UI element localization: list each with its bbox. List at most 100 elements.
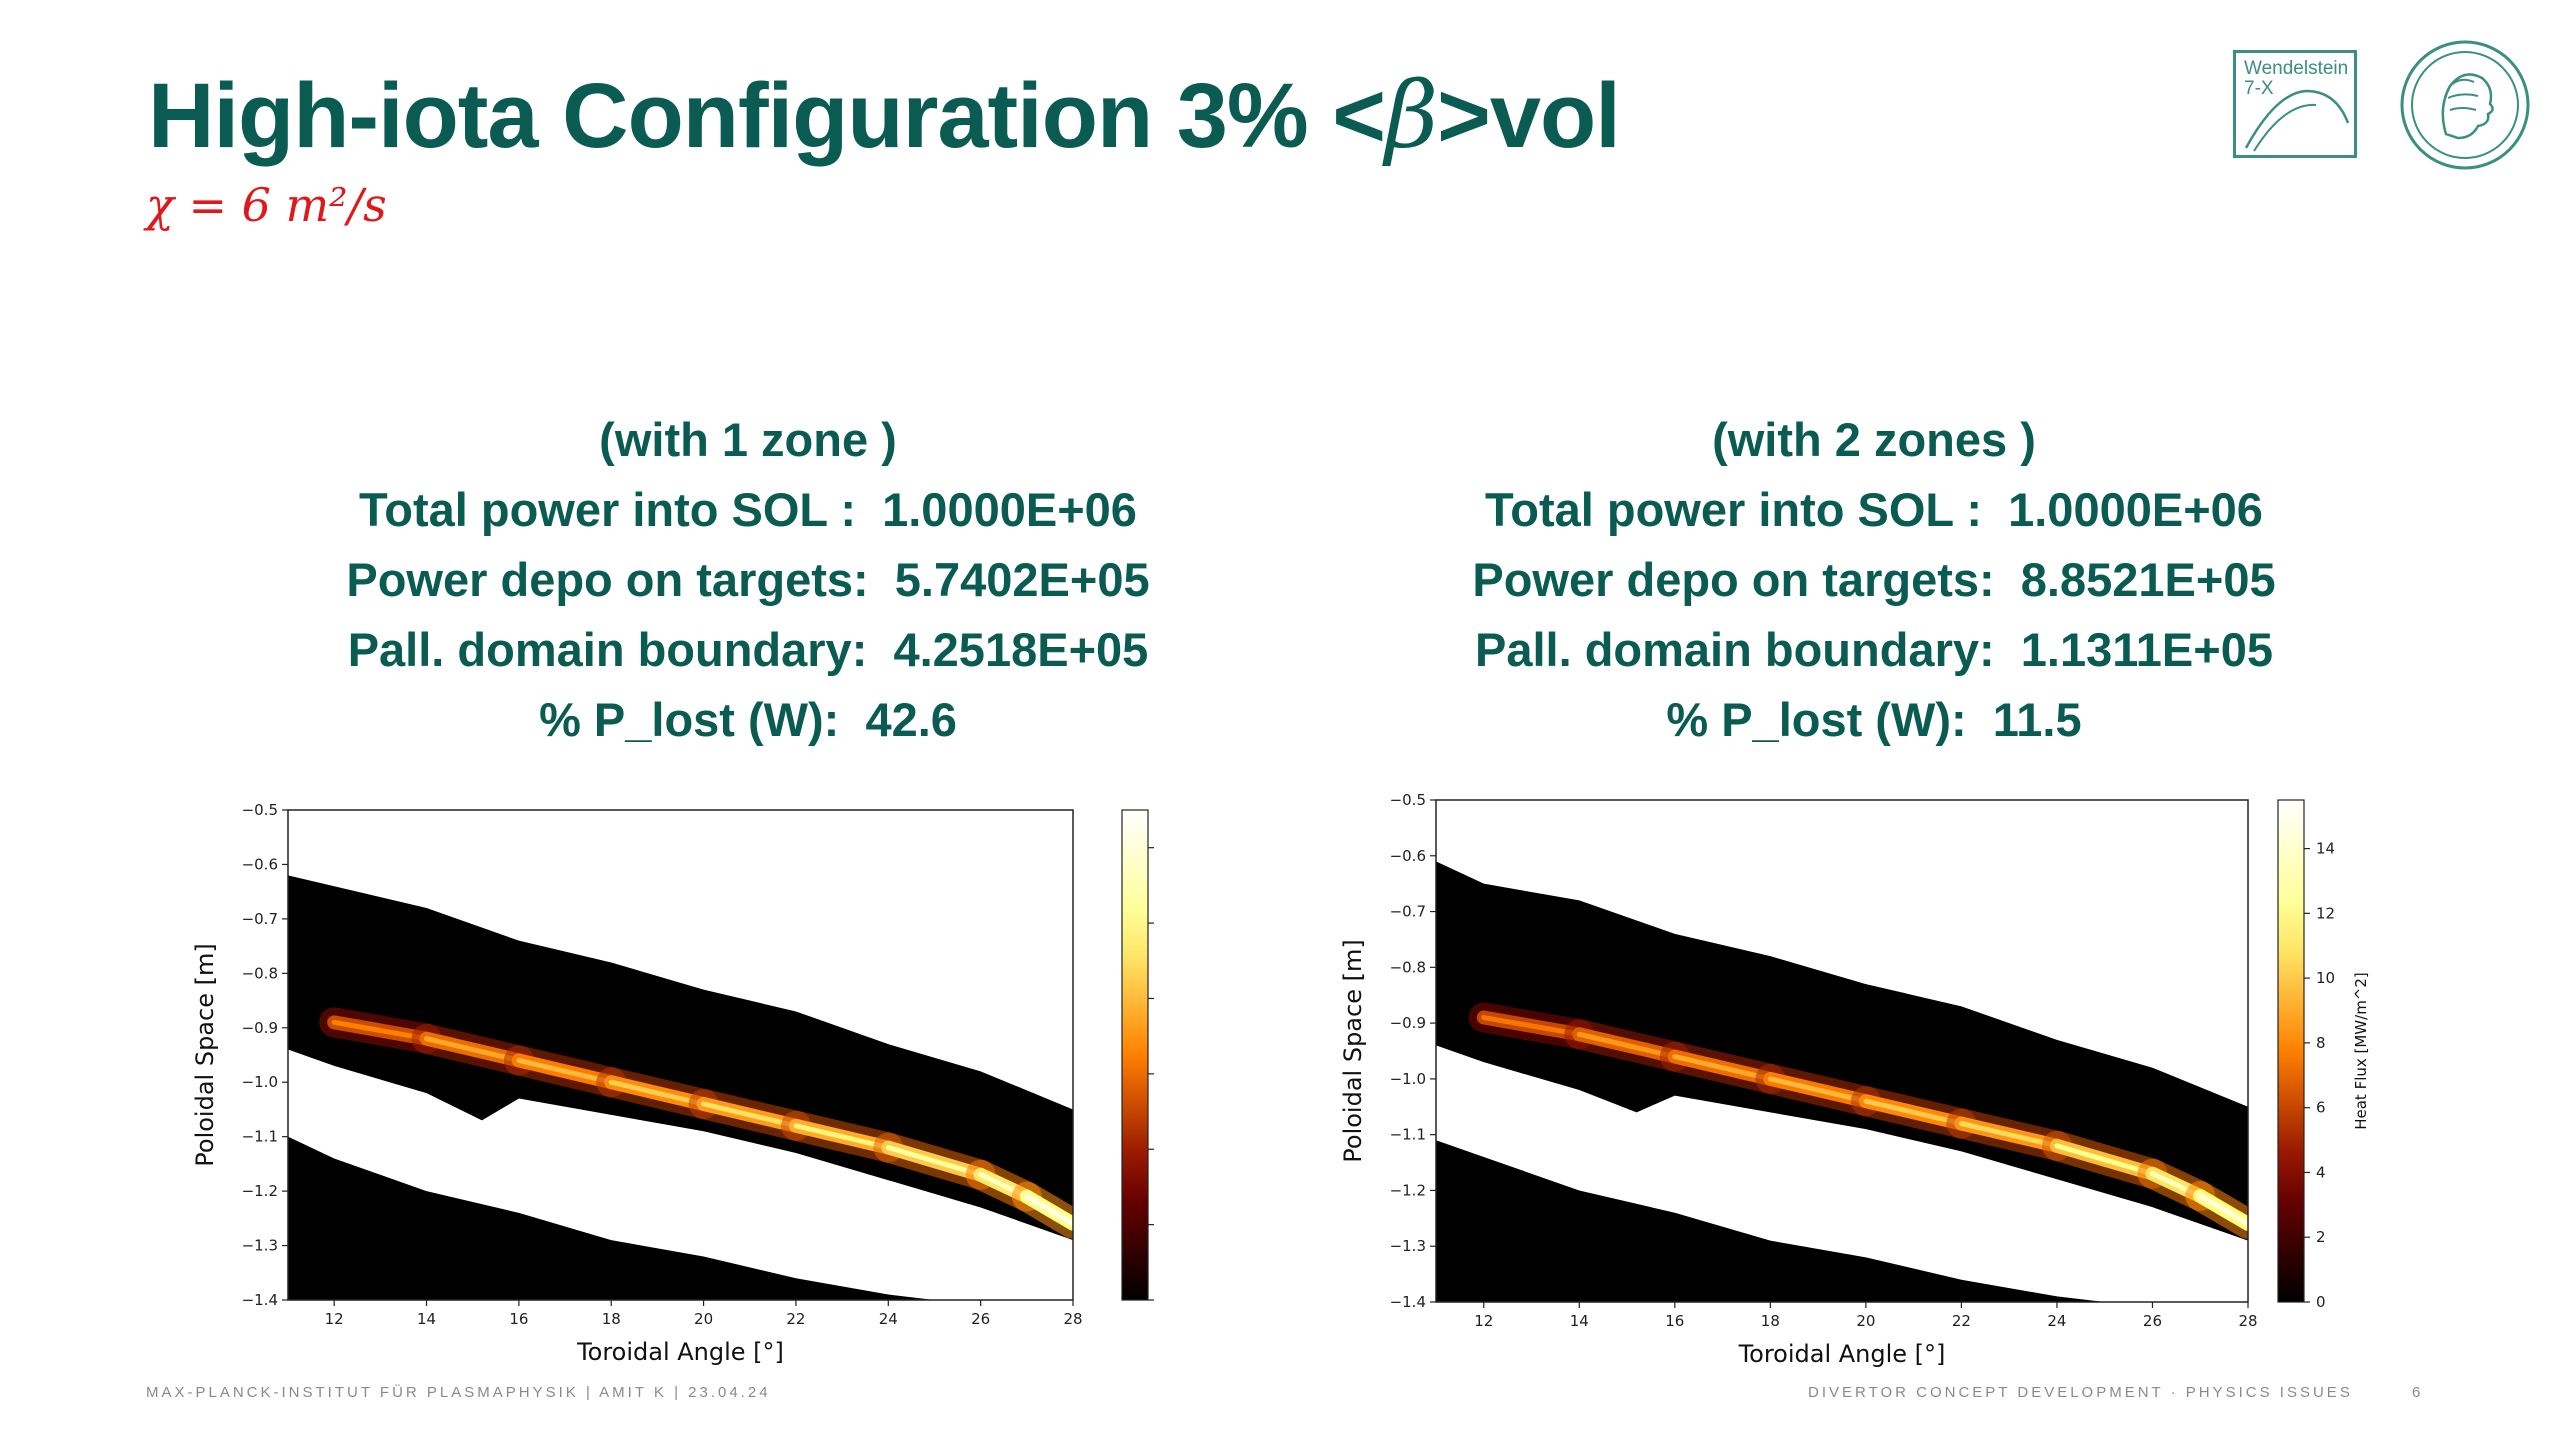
x-axis-label: Toroidal Angle [°] bbox=[1738, 1340, 1946, 1368]
stats-domain-boundary: Pall. domain boundary: 4.2518E+05 bbox=[347, 623, 1149, 676]
colorbar bbox=[2277, 799, 2305, 1303]
y-tick-label: −0.9 bbox=[242, 1019, 278, 1037]
x-tick-label: 20 bbox=[694, 1310, 713, 1328]
stats-heading: (with 1 zone ) bbox=[599, 413, 897, 466]
y-tick-label: −1.1 bbox=[1390, 1126, 1426, 1144]
y-tick-label: −0.7 bbox=[242, 910, 278, 928]
slide-title: High-iota Configuration 3% <β>vol bbox=[148, 62, 1621, 169]
stats-total-power: Total power into SOL : 1.0000E+06 bbox=[1485, 483, 2263, 536]
colorbar-tick-label: 12 bbox=[2316, 904, 2335, 922]
page-number: 6 bbox=[2412, 1384, 2424, 1401]
x-tick-label: 22 bbox=[1952, 1312, 1971, 1330]
y-tick-label: −0.8 bbox=[1390, 958, 1426, 976]
x-tick-label: 12 bbox=[1474, 1312, 1493, 1330]
axes-frame bbox=[1435, 799, 2249, 1303]
y-tick-label: −1.2 bbox=[1390, 1181, 1426, 1199]
x-tick-label: 12 bbox=[325, 1310, 344, 1328]
slide-subtitle: χ = 6 m²/s bbox=[146, 178, 387, 232]
x-tick-label: 26 bbox=[2143, 1312, 2162, 1330]
y-tick-label: −0.7 bbox=[1390, 903, 1426, 921]
colorbar-label: Heat Flux [MW/m^2] bbox=[2352, 972, 2370, 1130]
x-tick-label: 20 bbox=[1856, 1312, 1875, 1330]
heat-stripe-core bbox=[793, 1123, 891, 1151]
y-tick-label: −1.4 bbox=[1390, 1293, 1426, 1311]
title-tail: >vol bbox=[1437, 65, 1621, 167]
y-tick-label: −1.3 bbox=[242, 1237, 278, 1255]
logo-wx-line2: 7-X bbox=[2244, 78, 2274, 99]
heat-stripe-core bbox=[2054, 1143, 2155, 1177]
x-tick-label: 24 bbox=[879, 1310, 898, 1328]
heat-stripe-core bbox=[1672, 1054, 1773, 1082]
x-tick-label: 28 bbox=[2238, 1312, 2257, 1330]
heat-stripe-core bbox=[1576, 1031, 1678, 1060]
y-tick-label: −1.0 bbox=[1390, 1070, 1426, 1088]
stats-p-lost: % P_lost (W): 42.6 bbox=[539, 693, 957, 746]
y-tick-label: −1.3 bbox=[1390, 1237, 1426, 1255]
x-tick-label: 18 bbox=[602, 1310, 621, 1328]
stats-power-depo: Power depo on targets: 8.8521E+05 bbox=[1472, 553, 2276, 606]
heat-stripe-core bbox=[608, 1079, 707, 1107]
logo-wx-line1: Wendelstein bbox=[2244, 58, 2349, 79]
x-tick-label: 14 bbox=[417, 1310, 436, 1328]
x-tick-label: 18 bbox=[1761, 1312, 1780, 1330]
lower-dark-region bbox=[1436, 1140, 2248, 1302]
stats-power-depo: Power depo on targets: 5.7402E+05 bbox=[346, 553, 1150, 606]
colorbar-tick-label: 6 bbox=[2316, 1099, 2326, 1117]
heat-stripe-core bbox=[701, 1101, 799, 1129]
max-planck-minerva-logo bbox=[2400, 40, 2530, 170]
colorbar-tick-label: 14 bbox=[2316, 840, 2335, 858]
axes-frame bbox=[287, 809, 1074, 1301]
y-tick-label: −0.9 bbox=[1390, 1014, 1426, 1032]
heat-stripe-core bbox=[516, 1057, 614, 1085]
heat-stripe-core bbox=[1024, 1194, 1073, 1227]
stats-heading: (with 2 zones ) bbox=[1712, 413, 2036, 466]
heat-stripe-core bbox=[885, 1145, 984, 1178]
colorbar-tick-label: 2 bbox=[2316, 1228, 2326, 1246]
heat-stripe-core bbox=[2197, 1193, 2248, 1227]
heat-stripe-core bbox=[1958, 1121, 2060, 1149]
heat-stripe-core bbox=[424, 1036, 522, 1063]
heat-flux-plot-two-zones: 12 14 16 18 20 22 24 26 28−0.5−0.6−0.7−0.8−0.9−1… bbox=[1339, 791, 2370, 1368]
y-tick-label: −0.6 bbox=[1390, 847, 1426, 865]
x-tick-label: 24 bbox=[2047, 1312, 2066, 1330]
y-axis-label: Poloidal Space [m] bbox=[191, 943, 219, 1166]
heat-stripe-core bbox=[331, 1019, 430, 1042]
x-axis-label: Toroidal Angle [°] bbox=[576, 1338, 784, 1366]
stats-p-lost: % P_lost (W): 11.5 bbox=[1666, 693, 2082, 746]
y-tick-label: −0.8 bbox=[242, 964, 278, 982]
stats-total-power: Total power into SOL : 1.0000E+06 bbox=[359, 483, 1137, 536]
y-tick-label: −0.5 bbox=[1390, 791, 1426, 809]
title-beta-symbol: β bbox=[1384, 62, 1438, 169]
x-tick-label: 14 bbox=[1570, 1312, 1589, 1330]
heat-flux-plot-one-zone: 12 14 16 18 20 22 24 26 28 −0.5 −0.6 −0.7 −0.8 −0.9 −1… bbox=[191, 801, 1154, 1366]
y-axis-label: Poloidal Space [m] bbox=[1339, 939, 1367, 1162]
x-tick-label: 26 bbox=[971, 1310, 990, 1328]
footer-institute: MAX-PLANCK-INSTITUT FÜR PLASMAPHYSIK | A… bbox=[146, 1384, 771, 1401]
colorbar-tick-label: 0 bbox=[2316, 1293, 2326, 1311]
colorbar-tick-label: 8 bbox=[2316, 1034, 2326, 1052]
colorbar-tick-label: 10 bbox=[2316, 969, 2335, 987]
y-tick-label: −0.5 bbox=[242, 801, 278, 819]
heat-stripe-core bbox=[1863, 1098, 1964, 1127]
stats-block-two-zones: (with 2 zones ) Total power into SOL : 1… bbox=[1374, 405, 2374, 755]
colorbar bbox=[1121, 809, 1149, 1301]
wendelstein-logo: Wendelstein 7-X bbox=[2233, 50, 2357, 158]
footer-topic: DIVERTOR CONCEPT DEVELOPMENT · PHYSICS I… bbox=[1808, 1384, 2353, 1401]
colorbar-tick-label: 4 bbox=[2316, 1163, 2326, 1181]
x-tick-label: 28 bbox=[1063, 1310, 1082, 1328]
lower-dark-region bbox=[288, 1136, 1073, 1300]
x-tick-label: 22 bbox=[786, 1310, 805, 1328]
y-tick-label: −1.0 bbox=[242, 1073, 278, 1091]
stats-block-one-zone: (with 1 zone ) Total power into SOL : 1.… bbox=[248, 405, 1248, 755]
stats-domain-boundary: Pall. domain boundary: 1.1311E+05 bbox=[1474, 623, 2273, 676]
y-tick-label: −1.4 bbox=[242, 1291, 278, 1309]
plot-area bbox=[288, 810, 1073, 1300]
heat-stripe-core bbox=[1481, 1015, 1582, 1037]
plot-area bbox=[1436, 800, 2248, 1302]
stellarator-arc-icon bbox=[2244, 89, 2350, 152]
title-main: High-iota Configuration 3% < bbox=[148, 65, 1386, 167]
x-tick-label: 16 bbox=[509, 1310, 528, 1328]
y-tick-label: −1.1 bbox=[242, 1128, 278, 1146]
heat-stripe-core bbox=[1767, 1076, 1869, 1104]
x-tick-label: 16 bbox=[1665, 1312, 1684, 1330]
